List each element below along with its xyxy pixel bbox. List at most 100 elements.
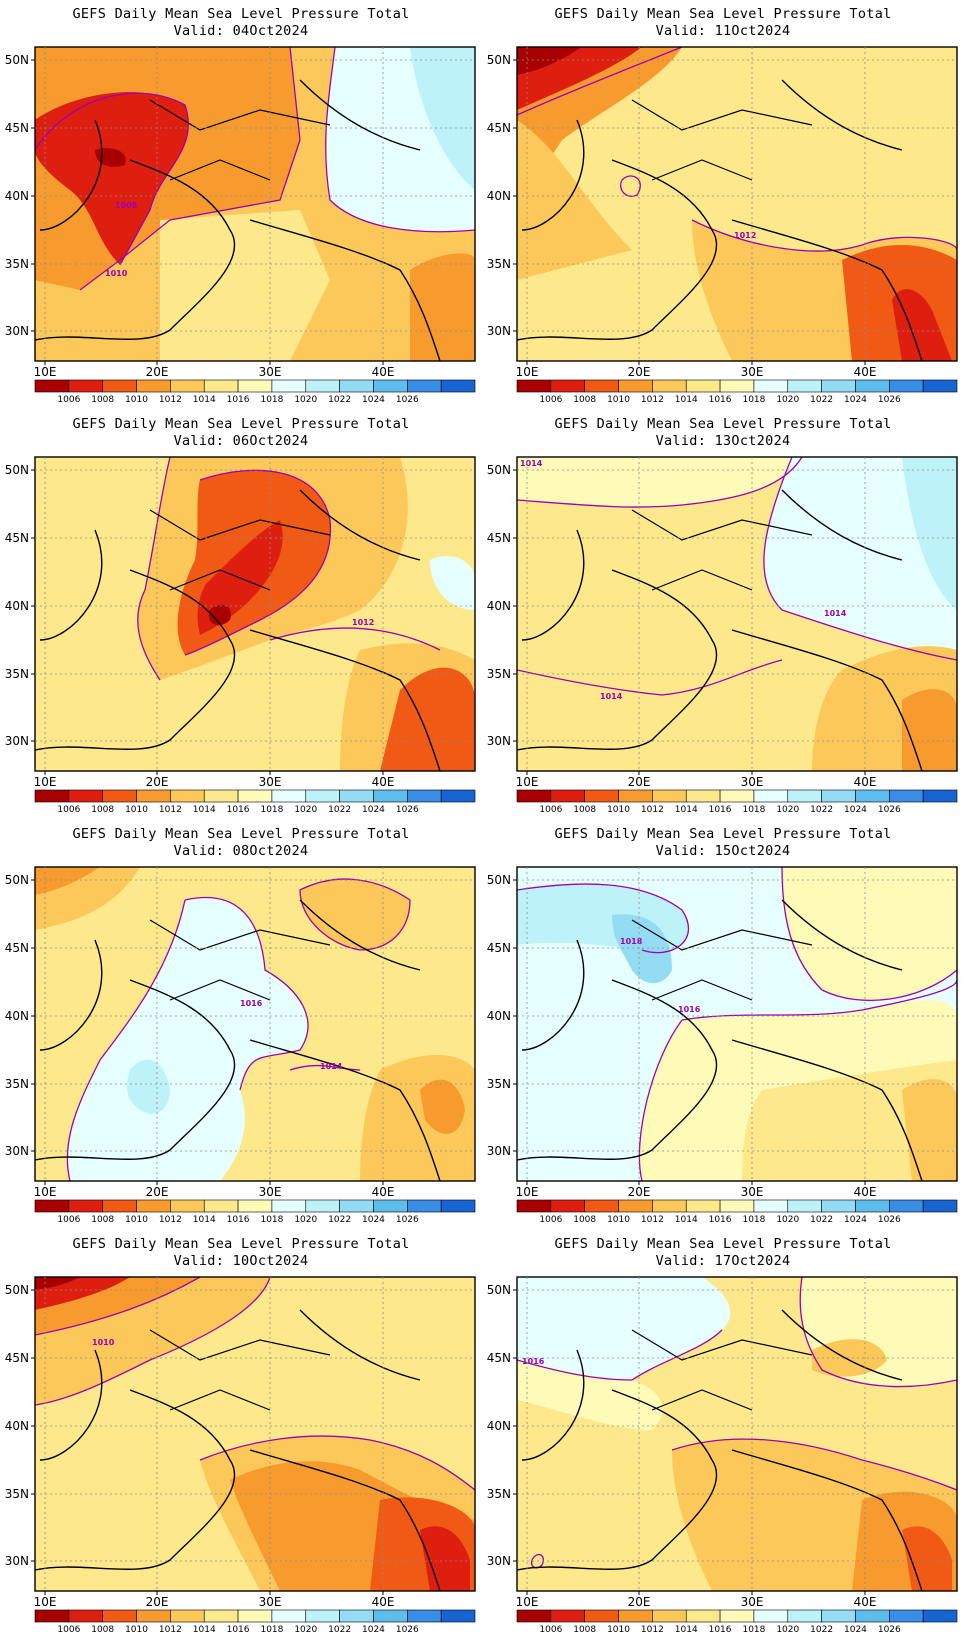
colorbar-label: 1022	[328, 805, 351, 815]
colorbar-swatch	[102, 1199, 137, 1213]
colorbar-swatch	[821, 1609, 856, 1623]
colorbar-label: 1024	[362, 805, 385, 815]
x-tick-label: 30E	[741, 775, 764, 789]
colorbar-swatch	[136, 789, 171, 803]
isobar-line	[184, 469, 332, 656]
x-tick-label: 10E	[516, 365, 539, 379]
colorbar-swatch	[787, 1199, 822, 1213]
colorbar-swatch	[821, 1199, 856, 1213]
isobar-line	[517, 883, 689, 954]
colorbar-swatch	[652, 1609, 687, 1623]
colorbar: 1006 1008 1010 1012 1014 1016 1018 1020 1022 1024…	[34, 789, 476, 815]
colorbar-label: 1014	[193, 805, 216, 815]
colorbar-label: 1018	[742, 1215, 765, 1225]
colorbar-swatch	[102, 789, 137, 803]
coastline	[731, 629, 923, 771]
y-tick-label: 30N	[5, 734, 29, 748]
map-plot: 1010 1006 1008 1010 1012 1014 1016 1018 1020 102…	[5, 1276, 476, 1635]
colorbar: 1006 1008 1010 1012 1014 1016 1018 1020 1022 1024…	[516, 379, 958, 405]
colorbar-label: 1018	[742, 395, 765, 405]
isobar-label: 1014	[600, 692, 623, 701]
coastline	[521, 939, 585, 1051]
x-tick-label: 30E	[741, 1185, 764, 1199]
colorbar-label: 1008	[91, 805, 114, 815]
isobar-line	[35, 1277, 271, 1406]
pressure-region-1016	[782, 867, 957, 1001]
colorbar-swatch	[237, 1609, 273, 1623]
coastline	[299, 489, 421, 561]
colorbar-label: 1010	[125, 1215, 148, 1225]
colorbar-label: 1014	[675, 805, 698, 815]
y-tick-label: 30N	[487, 734, 511, 748]
x-tick-label: 20E	[628, 775, 651, 789]
coastline	[249, 1449, 441, 1591]
isobar-line	[517, 47, 683, 116]
pressure-region-1018	[763, 457, 957, 660]
colorbar-label: 1022	[328, 1625, 351, 1635]
colorbar-swatch	[373, 1609, 408, 1623]
x-tick-label: 20E	[146, 775, 169, 789]
coastline	[39, 1349, 103, 1461]
coastline	[299, 1309, 421, 1381]
colorbar-label: 1026	[878, 805, 901, 815]
y-tick-label: 50N	[5, 463, 29, 477]
map-plot: 1014 1014 1014 1006 1008 1010 1012 1014 1016 1…	[487, 456, 958, 815]
panel-title: GEFS Daily Mean Sea Level Pressure Total	[554, 826, 892, 842]
x-tick-label: 40E	[372, 1595, 395, 1609]
panel-title: GEFS Daily Mean Sea Level Pressure Total	[72, 1236, 410, 1252]
x-tick-label: 10E	[516, 1595, 539, 1609]
isobar-label: 1018	[620, 937, 643, 946]
colorbar-label: 1026	[396, 805, 419, 815]
panel-valid-date: Valid: 04Oct2024	[173, 23, 309, 39]
colorbar-swatch	[753, 1609, 789, 1623]
colorbar-label: 1024	[362, 395, 385, 405]
colorbar-swatch	[787, 1609, 822, 1623]
colorbar-label: 1018	[260, 805, 283, 815]
coastline	[35, 979, 236, 1161]
map-frame	[516, 1276, 958, 1592]
colorbar-swatch	[618, 379, 653, 393]
colorbar-label: 1026	[396, 1625, 419, 1635]
colorbar-swatch	[203, 379, 239, 393]
y-tick-label: 45N	[5, 531, 29, 545]
panel-valid-date: Valid: 11Oct2024	[655, 23, 791, 39]
colorbar-swatch	[719, 1609, 755, 1623]
y-tick-label: 50N	[5, 1283, 29, 1297]
pressure-region-1022	[612, 914, 672, 984]
border-line	[149, 1329, 331, 1411]
y-tick-label: 35N	[487, 667, 511, 681]
colorbar-swatch	[237, 789, 273, 803]
pressure-region-1020	[902, 457, 957, 610]
x-tick-label: 20E	[628, 1185, 651, 1199]
colorbar-swatch	[685, 379, 721, 393]
colorbar-swatch	[889, 789, 924, 803]
map-panel-11oct: GEFS Daily Mean Sea Level Pressure Total…	[482, 0, 964, 410]
panel-valid-date: Valid: 08Oct2024	[173, 843, 309, 859]
y-tick-label: 30N	[5, 1554, 29, 1568]
isobar-line	[781, 867, 957, 1001]
colorbar-swatch	[516, 379, 552, 393]
x-tick-label: 40E	[854, 775, 877, 789]
colorbar-label: 1024	[362, 1625, 385, 1635]
colorbar-swatch	[407, 1199, 442, 1213]
pressure-region-1018	[67, 897, 308, 1181]
isobar-line	[671, 1438, 957, 1491]
y-tick-label: 40N	[487, 189, 511, 203]
map-plot: 1016 1014 1006 1008 1010 1012 1014 1016 1018 10…	[5, 866, 476, 1225]
panel-valid-date: Valid: 10Oct2024	[173, 1253, 309, 1269]
isobar-label: 1010	[105, 269, 128, 278]
colorbar-swatch	[584, 1609, 619, 1623]
coastline	[517, 569, 718, 751]
colorbar-swatch	[271, 789, 307, 803]
y-tick-label: 40N	[5, 1419, 29, 1433]
map-panel-08oct: GEFS Daily Mean Sea Level Pressure Total…	[0, 820, 482, 1230]
isobar-line	[137, 457, 171, 681]
x-tick-label: 20E	[628, 365, 651, 379]
x-tick-label: 20E	[146, 365, 169, 379]
coastline	[781, 79, 903, 151]
x-tick-label: 40E	[854, 1595, 877, 1609]
pressure-region-1020	[410, 47, 475, 190]
colorbar-label: 1016	[709, 1625, 732, 1635]
colorbar-label: 1026	[878, 1625, 901, 1635]
pressure-region-1010b	[380, 667, 475, 771]
